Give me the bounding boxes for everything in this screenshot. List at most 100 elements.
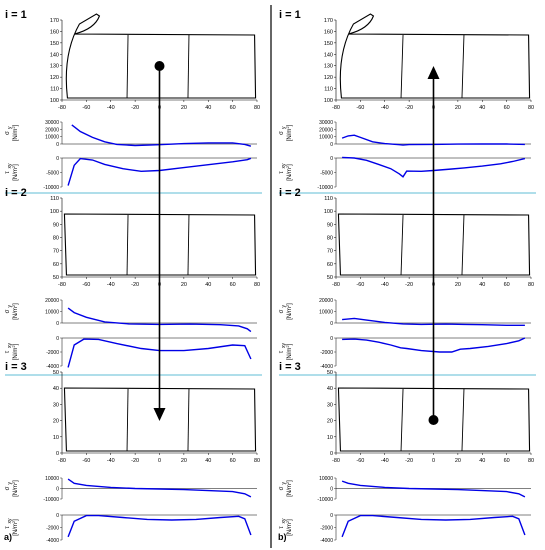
y-tick-label: 60 — [327, 262, 333, 268]
x-tick-label: -60 — [82, 458, 90, 464]
sigma-symbol: σ — [5, 486, 11, 490]
row-2: i = 21101009080706050-80-60-40-200204060… — [279, 187, 534, 370]
y-tick-label: 0 — [56, 487, 59, 493]
y-tick-label: 10000 — [45, 310, 59, 316]
y-tick-label: 50 — [327, 370, 333, 376]
x-tick-label: 60 — [230, 282, 236, 288]
sigma-subscript: y — [7, 305, 13, 308]
unit-label: [N/m2] — [11, 480, 19, 497]
y-tick-label: 50 — [53, 275, 59, 281]
y-tick-label: 20000 — [45, 298, 59, 304]
x-tick-label: -40 — [381, 282, 389, 288]
x-tick-label: 80 — [254, 105, 260, 111]
tau-symbol: τ — [279, 171, 285, 174]
unit-text: [N/m — [287, 168, 293, 181]
y-tick-label: -10000 — [43, 497, 59, 503]
row-title: i = 2 — [5, 187, 27, 199]
y-tick-label: 140 — [324, 52, 333, 58]
y-tick-label: 20000 — [45, 127, 59, 133]
y-tick-label: 110 — [50, 196, 59, 202]
y-tick-label: 20 — [53, 419, 59, 425]
unit-text: [N/m — [287, 348, 293, 361]
y-tick-label: 0 — [330, 142, 333, 148]
sigma-symbol: σ — [279, 309, 285, 313]
deformed-shape — [63, 387, 257, 452]
y-tick-label: 80 — [53, 236, 59, 242]
y-tick-label: 80 — [327, 236, 333, 242]
x-tick-label: -80 — [332, 105, 340, 111]
unit-text: [N/m — [13, 129, 19, 142]
y-tick-label: 70 — [53, 249, 59, 255]
unit-label: [N/m2] — [285, 343, 293, 360]
tau-symbol: τ — [5, 171, 11, 174]
sigma-subscript: y — [7, 126, 13, 129]
y-tick-label: 0 — [56, 336, 59, 342]
tau-curve — [342, 156, 526, 178]
panel-web-line — [187, 34, 190, 99]
tau-label: τxy[N/m2] — [5, 343, 19, 361]
x-tick-label: 60 — [504, 282, 510, 288]
tau-symbol: τ — [5, 526, 11, 529]
y-tick-label: -2000 — [46, 350, 59, 356]
direction-arrow — [153, 61, 166, 421]
sigma-plot: 10000 0 -10000 σy[N/m2] — [279, 476, 531, 503]
y-tick-label: -10000 — [317, 497, 333, 503]
panel-web-line — [126, 34, 129, 99]
x-tick-label: -40 — [107, 282, 115, 288]
tau-subscript: xy — [281, 518, 287, 524]
sigma-curve — [71, 124, 252, 147]
y-tick-label: 100 — [324, 209, 333, 215]
x-tick-label: 60 — [230, 458, 236, 464]
y-tick-label: 0 — [56, 142, 59, 148]
panel-web-line — [400, 214, 404, 276]
tau-curve — [341, 514, 526, 538]
sigma-curve — [341, 134, 525, 146]
y-tick-label: -4000 — [320, 364, 333, 370]
tau-symbol: τ — [279, 350, 285, 353]
unit-text: [N/m — [13, 484, 19, 497]
x-tick-label: -80 — [58, 105, 66, 111]
unit-label: [N/m2] — [285, 164, 293, 181]
y-tick-label: 10 — [327, 435, 333, 441]
unit-close: ] — [287, 124, 293, 126]
unit-label: [N/m2] — [11, 124, 19, 141]
panel-web-line — [461, 34, 465, 99]
y-tick-label: 120 — [324, 75, 333, 81]
x-tick-label: -80 — [332, 282, 340, 288]
unit-label: [N/m2] — [285, 124, 293, 141]
sigma-label: σy[N/m2] — [279, 124, 293, 141]
x-tick-label: -20 — [405, 105, 413, 111]
x-tick-label: -80 — [332, 458, 340, 464]
unit-close: ] — [13, 124, 19, 126]
panel-web-line — [400, 388, 404, 452]
y-tick-label: 170 — [324, 18, 333, 24]
unit-label: [N/m2] — [285, 519, 293, 536]
sigma-label: σy[N/m2] — [279, 480, 293, 497]
y-tick-label: -2000 — [320, 526, 333, 532]
unit-text: [N/m — [287, 307, 293, 320]
unit-sup: 2 — [11, 481, 16, 484]
y-tick-label: 100 — [50, 209, 59, 215]
unit-close: ] — [287, 303, 293, 305]
unit-text: [N/m — [287, 129, 293, 142]
unit-sup: 2 — [285, 345, 290, 348]
unit-label: [N/m2] — [11, 164, 19, 181]
unit-close: ] — [13, 343, 19, 345]
tau-subscript: xy — [281, 163, 287, 169]
unit-text: [N/m — [13, 168, 19, 181]
sigma-label: σy[N/m2] — [5, 480, 19, 497]
y-tick-label: 110 — [50, 87, 59, 93]
sigma-label: σy[N/m2] — [279, 303, 293, 320]
x-tick-label: 40 — [205, 458, 211, 464]
x-tick-label: -40 — [381, 105, 389, 111]
x-tick-label: -40 — [107, 105, 115, 111]
x-tick-label: 0 — [158, 458, 161, 464]
y-tick-label: -4000 — [320, 538, 333, 544]
unit-close: ] — [287, 480, 293, 482]
